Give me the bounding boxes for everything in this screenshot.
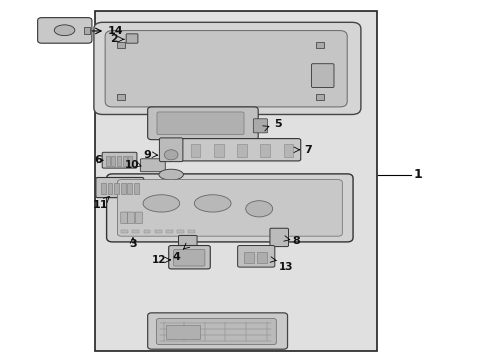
FancyBboxPatch shape	[168, 246, 210, 269]
Ellipse shape	[194, 195, 231, 212]
FancyBboxPatch shape	[178, 235, 197, 251]
FancyBboxPatch shape	[121, 212, 127, 224]
Text: 4: 4	[172, 252, 180, 262]
Bar	[237, 144, 246, 157]
Text: 11: 11	[92, 200, 108, 210]
Bar	[121, 183, 125, 194]
Bar	[117, 94, 125, 100]
FancyBboxPatch shape	[96, 177, 143, 198]
Bar	[256, 252, 267, 263]
FancyBboxPatch shape	[102, 152, 137, 168]
Bar	[154, 230, 161, 233]
Bar	[260, 144, 270, 157]
Bar	[117, 42, 125, 48]
Ellipse shape	[142, 195, 180, 212]
FancyBboxPatch shape	[127, 212, 134, 224]
FancyBboxPatch shape	[181, 139, 300, 161]
Text: 9: 9	[143, 150, 151, 160]
FancyBboxPatch shape	[135, 212, 142, 224]
Bar	[165, 230, 172, 233]
Text: 8: 8	[292, 236, 300, 246]
Bar	[243, 252, 254, 263]
Bar	[107, 183, 112, 194]
FancyBboxPatch shape	[156, 319, 276, 345]
Bar	[316, 42, 324, 48]
Bar	[190, 144, 200, 157]
Ellipse shape	[164, 150, 178, 160]
Bar	[134, 183, 139, 194]
FancyBboxPatch shape	[157, 112, 244, 135]
FancyBboxPatch shape	[126, 34, 138, 43]
Text: 7: 7	[304, 145, 311, 155]
FancyBboxPatch shape	[117, 180, 342, 236]
Ellipse shape	[245, 201, 272, 217]
Bar	[166, 325, 200, 339]
Text: 2: 2	[110, 34, 118, 44]
Bar	[128, 156, 132, 166]
Bar	[132, 230, 139, 233]
FancyBboxPatch shape	[105, 31, 346, 107]
Bar	[111, 156, 115, 166]
Text: 3: 3	[129, 239, 137, 249]
Bar	[114, 183, 119, 194]
FancyBboxPatch shape	[140, 159, 165, 172]
Bar	[117, 156, 121, 166]
Ellipse shape	[159, 169, 183, 180]
Bar	[283, 144, 293, 157]
FancyBboxPatch shape	[253, 119, 267, 133]
Bar	[106, 156, 110, 166]
FancyBboxPatch shape	[147, 107, 258, 140]
FancyBboxPatch shape	[269, 228, 288, 247]
Bar	[121, 230, 128, 233]
Bar	[188, 230, 195, 233]
FancyBboxPatch shape	[106, 174, 352, 242]
Text: 5: 5	[273, 119, 281, 129]
Bar	[122, 156, 126, 166]
FancyBboxPatch shape	[147, 313, 287, 349]
Ellipse shape	[54, 25, 75, 36]
Bar	[177, 230, 183, 233]
Text: 13: 13	[278, 262, 293, 272]
Bar	[84, 27, 90, 34]
Bar	[214, 144, 223, 157]
FancyBboxPatch shape	[311, 64, 333, 87]
Bar	[127, 183, 132, 194]
Text: 10: 10	[124, 160, 139, 170]
Text: 12: 12	[151, 255, 166, 265]
FancyBboxPatch shape	[159, 138, 183, 162]
FancyBboxPatch shape	[38, 18, 92, 43]
Bar	[316, 94, 324, 100]
FancyBboxPatch shape	[237, 246, 274, 267]
Bar	[95, 11, 376, 351]
Bar	[101, 183, 106, 194]
Bar	[143, 230, 150, 233]
FancyBboxPatch shape	[94, 22, 360, 114]
Text: 6: 6	[94, 155, 102, 165]
Text: 1: 1	[412, 168, 421, 181]
Text: 14: 14	[107, 26, 123, 36]
FancyBboxPatch shape	[173, 249, 204, 266]
